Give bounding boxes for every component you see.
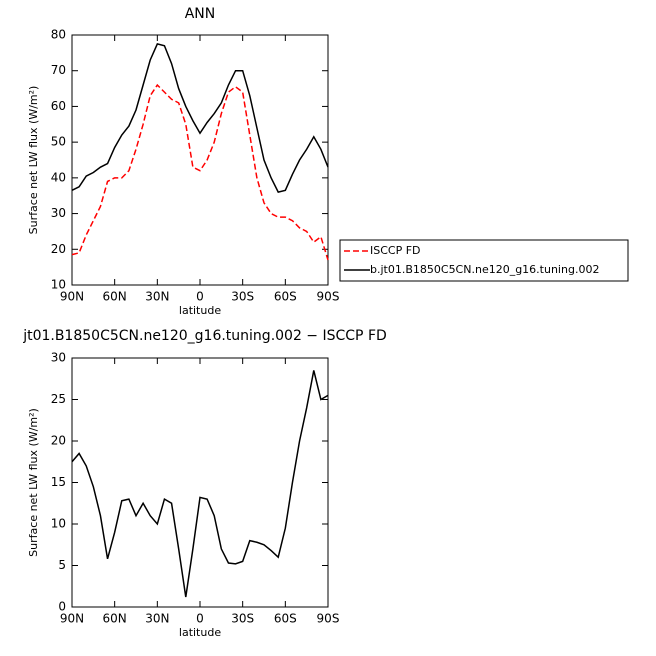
- x-tick-label: 30S: [231, 290, 254, 304]
- y-tick-label: 15: [51, 475, 66, 489]
- series-line: [71, 43, 329, 194]
- x-tick-label: 90S: [317, 612, 340, 626]
- legend-label: b.jt01.B1850C5CN.ne120_g16.tuning.002: [370, 263, 599, 276]
- x-tick-label: 90N: [60, 290, 84, 304]
- x-tick-label: 90S: [317, 290, 340, 304]
- y-tick-label: 25: [51, 392, 66, 406]
- x-tick-label: 60N: [103, 612, 127, 626]
- y-tick-label: 60: [51, 99, 66, 113]
- plot-frame: [71, 357, 329, 608]
- x-tick-label: 0: [196, 290, 204, 304]
- y-tick-label: 40: [51, 170, 66, 184]
- y-tick-label: 0: [58, 600, 66, 614]
- legend-box: [339, 239, 629, 282]
- x-tick-label: 30S: [231, 612, 254, 626]
- x-tick-label: 30N: [145, 290, 169, 304]
- x-tick-label: 90N: [60, 612, 84, 626]
- y-tick-label: 10: [51, 278, 66, 292]
- plot-frame: [71, 34, 329, 286]
- legend-label: ISCCP FD: [370, 244, 421, 257]
- y-tick-label: 30: [51, 206, 66, 220]
- chart-title: jt01.B1850C5CN.ne120_g16.tuning.002 − IS…: [22, 328, 387, 344]
- y-axis-label: Surface net LW flux (W/m²): [27, 86, 40, 235]
- y-tick-label: 70: [51, 63, 66, 77]
- x-tick-label: 0: [196, 612, 204, 626]
- x-tick-label: 60S: [274, 612, 297, 626]
- series-line: [71, 83, 329, 261]
- y-axis-label: Surface net LW flux (W/m²): [27, 408, 40, 557]
- y-tick-label: 10: [51, 517, 66, 531]
- y-tick-label: 5: [58, 558, 66, 572]
- series-line: [71, 370, 329, 598]
- x-axis-label: latitude: [179, 626, 221, 639]
- y-tick-label: 80: [51, 28, 66, 42]
- chart-title: ANN: [185, 6, 216, 22]
- y-tick-label: 30: [51, 351, 66, 365]
- x-tick-label: 60S: [274, 290, 297, 304]
- y-tick-label: 20: [51, 242, 66, 256]
- y-tick-label: 20: [51, 434, 66, 448]
- x-axis-label: latitude: [179, 304, 221, 317]
- x-tick-label: 30N: [145, 612, 169, 626]
- y-tick-label: 50: [51, 135, 66, 149]
- x-tick-label: 60N: [103, 290, 127, 304]
